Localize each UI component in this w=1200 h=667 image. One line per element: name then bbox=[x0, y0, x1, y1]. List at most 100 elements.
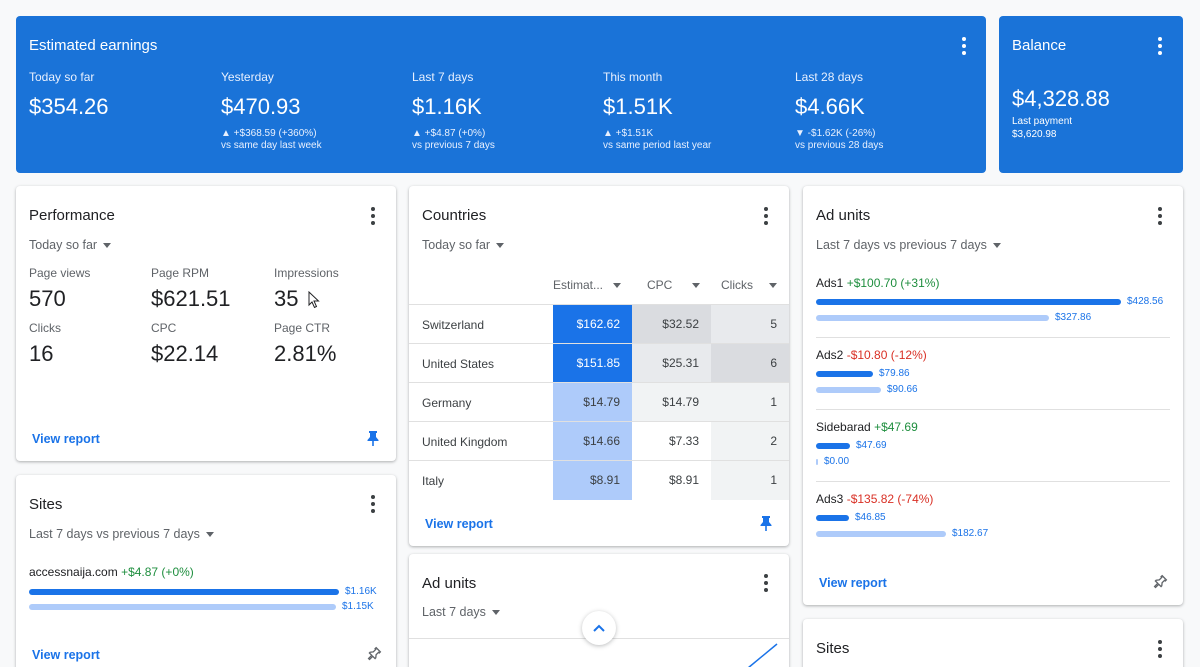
date-range-dropdown[interactable]: Last 7 days vs previous 7 days bbox=[816, 238, 1001, 252]
caret-down-icon bbox=[769, 283, 777, 289]
site-name: accessnaija.com +$4.87 (+0%) bbox=[29, 565, 194, 579]
earnings-today: Today so far $354.26 bbox=[29, 70, 109, 120]
more-options-icon[interactable] bbox=[756, 206, 776, 226]
more-options-icon[interactable] bbox=[1150, 639, 1170, 659]
ad-unit-change: +$47.69 bbox=[874, 420, 918, 434]
date-range-dropdown[interactable]: Today so far bbox=[422, 238, 505, 252]
caret-down-icon bbox=[205, 532, 214, 538]
pin-outline-icon[interactable] bbox=[1152, 574, 1168, 590]
column-header-estimated-earnings[interactable]: Estimat... bbox=[553, 278, 622, 292]
more-options-icon[interactable] bbox=[756, 573, 776, 593]
previous-period-bar bbox=[816, 459, 818, 465]
ad-unit-label: Ads2 bbox=[816, 348, 844, 362]
view-report-link[interactable]: View report bbox=[32, 648, 100, 662]
metric-label: Impressions bbox=[274, 266, 339, 280]
more-options-icon[interactable] bbox=[363, 494, 383, 514]
view-report-link[interactable]: View report bbox=[819, 576, 887, 590]
metric-clicks: Clicks 16 bbox=[29, 321, 61, 367]
current-period-value: $46.85 bbox=[855, 512, 886, 523]
column-header-label: CPC bbox=[647, 278, 673, 292]
ad-units-title: Ad units bbox=[816, 207, 871, 224]
ad-unit-current-bar: $46.85 bbox=[816, 512, 1176, 526]
more-options-icon[interactable] bbox=[1150, 36, 1170, 56]
cpc-cell: $8.91 bbox=[632, 461, 711, 500]
date-range-label: Today so far bbox=[29, 238, 98, 252]
column-header-label: Estimat... bbox=[553, 278, 604, 292]
earnings-this-month: This month $1.51K ▲ +$1.51K vs same peri… bbox=[603, 70, 711, 152]
site-label: accessnaija.com bbox=[29, 565, 118, 579]
scroll-to-top-button[interactable] bbox=[582, 611, 616, 645]
metric-label: CPC bbox=[151, 321, 177, 335]
caret-down-icon bbox=[491, 610, 500, 616]
ad-unit-name: Ads3 -$135.82 (-74%) bbox=[816, 492, 933, 506]
country-name: United States bbox=[422, 357, 495, 371]
table-row[interactable]: Germany $14.79 $14.79 1 bbox=[409, 382, 789, 422]
site-change: +$4.87 (+0%) bbox=[121, 565, 194, 579]
date-range-dropdown[interactable]: Last 7 days bbox=[422, 605, 500, 619]
table-row[interactable]: Italy $8.91 $8.91 1 bbox=[409, 460, 789, 500]
ad-unit-change: -$135.82 (-74%) bbox=[846, 492, 934, 506]
previous-period-value: $182.67 bbox=[952, 528, 989, 539]
earnings-change: ▼ -$1.62K (-26%) bbox=[795, 128, 876, 139]
earnings-cell: $162.62 bbox=[553, 305, 632, 344]
last-payment-label: Last payment bbox=[1012, 116, 1073, 127]
caret-down-icon bbox=[613, 283, 622, 289]
earnings-label: Last 7 days bbox=[412, 70, 474, 84]
performance-card: Performance Today so far Page views 570 P… bbox=[16, 186, 396, 461]
earnings-cell: $14.79 bbox=[553, 383, 632, 422]
ad-unit-previous-bar: $327.86 bbox=[816, 312, 1176, 326]
pin-icon[interactable] bbox=[366, 430, 380, 446]
earnings-value: $4.66K bbox=[795, 94, 865, 119]
metric-value: 2.81% bbox=[274, 341, 337, 366]
earnings-value: $470.93 bbox=[221, 94, 301, 119]
table-row[interactable]: United Kingdom $14.66 $7.33 2 bbox=[409, 421, 789, 461]
current-period-bar bbox=[816, 515, 849, 521]
sites-card: Sites Last 7 days vs previous 7 days acc… bbox=[16, 475, 396, 667]
current-period-bar bbox=[29, 589, 339, 595]
earnings-compare: vs previous 28 days bbox=[795, 140, 884, 151]
previous-period-bar bbox=[816, 315, 1049, 321]
more-options-icon[interactable] bbox=[363, 206, 383, 226]
table-row[interactable]: United States $151.85 $25.31 6 bbox=[409, 343, 789, 383]
ad-unit-current-bar: $47.69 bbox=[816, 440, 1176, 454]
earnings-label: Yesterday bbox=[221, 70, 274, 84]
ad-unit-name: Sidebarad +$47.69 bbox=[816, 420, 918, 434]
previous-period-value: $0.00 bbox=[824, 456, 850, 467]
date-range-dropdown[interactable]: Last 7 days vs previous 7 days bbox=[29, 527, 214, 541]
metric-label: Page RPM bbox=[151, 266, 210, 280]
view-report-link[interactable]: View report bbox=[32, 432, 100, 446]
ad-unit-label: Sidebarad bbox=[816, 420, 871, 434]
column-header-clicks[interactable]: Clicks bbox=[721, 278, 777, 292]
column-header-cpc[interactable]: CPC bbox=[647, 278, 701, 292]
caret-down-icon bbox=[992, 243, 1001, 249]
estimated-earnings-card: Estimated earnings Today so far $354.26 … bbox=[16, 16, 986, 173]
performance-title: Performance bbox=[29, 207, 115, 224]
earnings-change: ▲ +$4.87 (+0%) bbox=[412, 128, 486, 139]
clicks-cell: 5 bbox=[711, 305, 789, 344]
countries-title: Countries bbox=[422, 207, 487, 224]
clicks-cell: 1 bbox=[711, 383, 789, 422]
ad-unit-previous-bar: $182.67 bbox=[816, 528, 1176, 542]
cpc-cell: $7.33 bbox=[632, 422, 711, 461]
earnings-compare: vs same day last week bbox=[221, 140, 322, 151]
current-period-value: $79.86 bbox=[879, 368, 910, 379]
date-range-dropdown[interactable]: Today so far bbox=[29, 238, 112, 252]
ad-unit-name: Ads1 +$100.70 (+31%) bbox=[816, 276, 939, 290]
current-period-bar bbox=[816, 371, 873, 377]
earnings-change: ▲ +$1.51K bbox=[603, 128, 654, 139]
balance-value: $4,328.88 bbox=[1012, 86, 1110, 111]
earnings-cell: $14.66 bbox=[553, 422, 632, 461]
view-report-link[interactable]: View report bbox=[425, 517, 493, 531]
pin-outline-icon[interactable] bbox=[366, 646, 382, 662]
more-options-icon[interactable] bbox=[1150, 206, 1170, 226]
more-options-icon[interactable] bbox=[954, 36, 974, 56]
metric-value: $621.51 bbox=[151, 286, 231, 311]
current-period-value: $1.16K bbox=[345, 586, 377, 597]
ad-unit-change: -$10.80 (-12%) bbox=[846, 348, 927, 362]
previous-period-value: $1.15K bbox=[342, 601, 374, 612]
earnings-cell: $8.91 bbox=[553, 461, 632, 500]
pin-icon[interactable] bbox=[759, 515, 773, 531]
earnings-compare: vs same period last year bbox=[603, 140, 712, 151]
table-row[interactable]: Switzerland $162.62 $32.52 5 bbox=[409, 304, 789, 344]
metric-page-views: Page views 570 bbox=[29, 266, 90, 312]
